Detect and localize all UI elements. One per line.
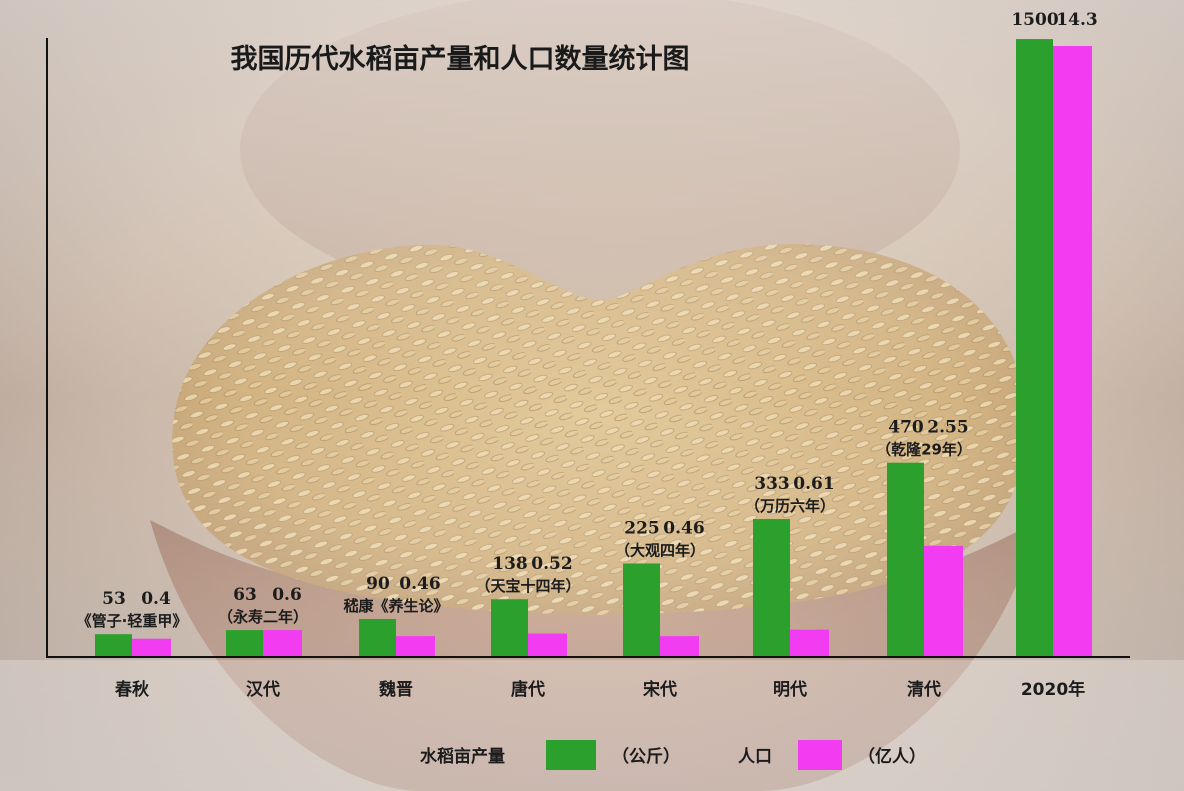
bar-yield-4 bbox=[623, 563, 660, 656]
data-label-yield-2: 90 bbox=[366, 574, 390, 594]
era-note-0: 《管子·轻重甲》 bbox=[77, 612, 188, 630]
data-label-population-2: 0.46 bbox=[399, 574, 440, 594]
x-tick-label-6: 清代 bbox=[907, 679, 941, 700]
era-note-4: （大观四年） bbox=[615, 541, 705, 559]
era-note-3: （天宝十四年） bbox=[475, 577, 580, 595]
bar-yield-6 bbox=[887, 462, 924, 656]
bar-population-4 bbox=[660, 636, 699, 656]
era-note-2: 嵇康《养生论》 bbox=[343, 597, 448, 615]
data-label-yield-3: 138 bbox=[492, 554, 528, 574]
data-label-population-0: 0.4 bbox=[141, 589, 171, 609]
legend-label-yield: 水稻亩产量 bbox=[420, 746, 505, 767]
data-label-population-3: 0.52 bbox=[531, 554, 572, 574]
data-label-yield-5: 333 bbox=[754, 474, 790, 494]
x-tick-label-0: 春秋 bbox=[115, 679, 150, 700]
x-tick-label-2: 魏晋 bbox=[378, 679, 413, 700]
data-label-population-1: 0.6 bbox=[272, 585, 302, 605]
legend-unit-yield: （公斤） bbox=[612, 746, 680, 767]
data-label-yield-1: 63 bbox=[233, 585, 257, 605]
data-label-population-7: 14.3 bbox=[1056, 10, 1097, 30]
bar-yield-0 bbox=[95, 634, 132, 656]
bar-population-2 bbox=[396, 636, 435, 656]
bar-population-5 bbox=[790, 629, 829, 656]
x-tick-label-7: 2020年 bbox=[1021, 679, 1085, 700]
bar-population-3 bbox=[528, 633, 567, 656]
legend: 水稻亩产量 （公斤） 人口 （亿人） bbox=[420, 740, 926, 770]
bar-population-0 bbox=[132, 638, 171, 656]
x-tick-label-3: 唐代 bbox=[511, 679, 545, 700]
bars-layer bbox=[95, 39, 1092, 657]
bar-yield-3 bbox=[491, 599, 528, 656]
x-tick-label-5: 明代 bbox=[773, 679, 807, 700]
x-tick-labels: 春秋 汉代 魏晋 唐代 宋代 明代 清代 2020年 bbox=[115, 679, 1085, 700]
data-label-yield-4: 225 bbox=[624, 518, 660, 538]
bar-yield-7 bbox=[1016, 39, 1053, 657]
legend-unit-population: （亿人） bbox=[858, 746, 926, 767]
era-note-1: （永寿二年） bbox=[218, 608, 308, 626]
x-tick-label-4: 宋代 bbox=[642, 679, 677, 700]
bar-population-7 bbox=[1053, 46, 1092, 656]
data-label-yield-7: 1500 bbox=[1011, 10, 1058, 30]
bar-yield-2 bbox=[359, 618, 396, 656]
bar-population-6 bbox=[924, 545, 963, 656]
era-note-6: （乾隆29年） bbox=[876, 441, 972, 459]
legend-swatch-yield bbox=[546, 740, 596, 770]
chart-title: 我国历代水稻亩产量和人口数量统计图 bbox=[231, 43, 690, 75]
era-note-5: （万历六年） bbox=[745, 497, 835, 515]
labels-layer: 53 0.4 《管子·轻重甲》 63 0.6 （永寿二年） 90 0.46 嵇康《养生论》 138… bbox=[77, 10, 1098, 630]
data-label-yield-6: 470 bbox=[888, 418, 924, 438]
bar-yield-5 bbox=[753, 519, 790, 656]
x-tick-label-1: 汉代 bbox=[246, 679, 280, 700]
bar-population-1 bbox=[263, 630, 302, 656]
legend-label-population: 人口 bbox=[738, 747, 772, 767]
data-label-population-6: 2.55 bbox=[927, 418, 968, 438]
data-label-yield-0: 53 bbox=[102, 589, 126, 609]
data-label-population-5: 0.61 bbox=[793, 474, 834, 494]
data-label-population-4: 0.46 bbox=[663, 518, 704, 538]
bar-yield-1 bbox=[226, 630, 263, 656]
legend-swatch-population bbox=[798, 740, 842, 770]
